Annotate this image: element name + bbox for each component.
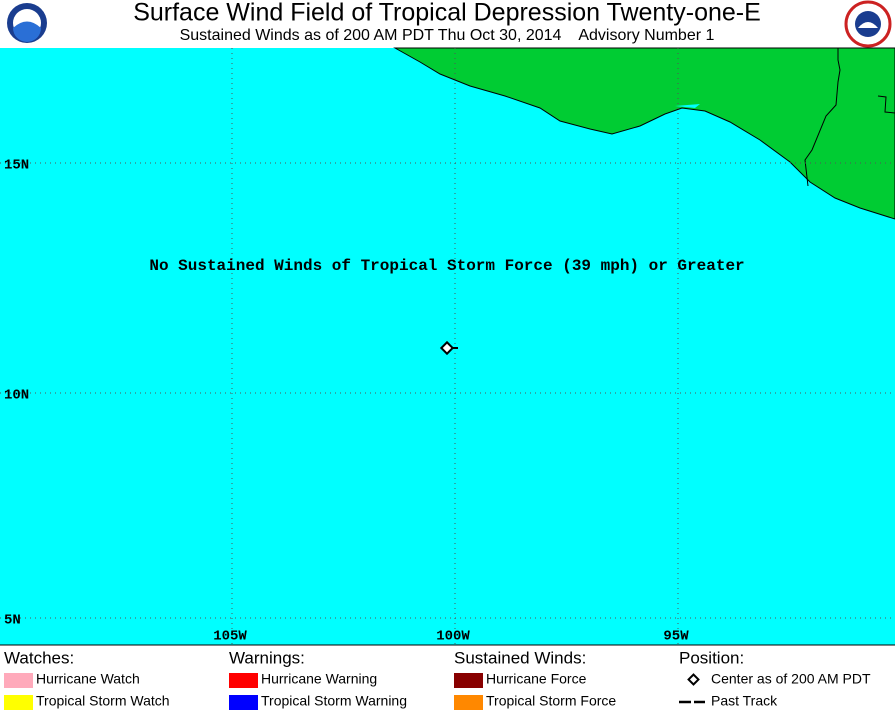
lagoon	[675, 104, 700, 108]
legend-swatch	[454, 695, 483, 710]
legend-label: Hurricane Warning	[261, 671, 377, 687]
legend-swatch	[229, 695, 258, 710]
legend-center-symbol	[687, 673, 700, 686]
lat-label: 15N	[4, 158, 29, 174]
border	[877, 95, 895, 114]
lat-label: 5N	[4, 613, 21, 629]
graticule	[0, 48, 895, 645]
legend-swatch	[4, 673, 33, 688]
storm-center	[439, 340, 455, 356]
noaa-logo	[7, 3, 47, 43]
title: Surface Wind Field of Tropical Depressio…	[133, 0, 761, 27]
subtitle: Sustained Winds as of 200 AM PDT Thu Oct…	[180, 27, 715, 44]
legend-label: Tropical Storm Force	[486, 693, 616, 709]
legend-swatch	[454, 673, 483, 688]
lon-label: 95W	[663, 629, 689, 645]
legend-swatch	[4, 695, 33, 710]
legend-label: Tropical Storm Watch	[36, 693, 170, 709]
legend-heading: Warnings:	[229, 648, 305, 667]
land	[393, 47, 895, 220]
legend-label: Tropical Storm Warning	[261, 693, 407, 709]
border	[804, 48, 841, 187]
legend-swatch	[229, 673, 258, 688]
legend-label: Hurricane Watch	[36, 671, 140, 687]
legend-heading: Watches:	[4, 648, 74, 667]
lon-label: 105W	[213, 629, 247, 645]
lat-label: 10N	[4, 388, 29, 404]
lon-label: 100W	[436, 629, 470, 645]
legend-label: Hurricane Force	[486, 671, 587, 687]
legend-heading: Position:	[679, 648, 744, 667]
legend-label: Past Track	[711, 693, 778, 709]
nws-logo	[844, 0, 892, 48]
legend-label: Center as of 200 AM PDT	[711, 671, 871, 687]
status-message: No Sustained Winds of Tropical Storm For…	[149, 257, 744, 275]
legend-heading: Sustained Winds:	[454, 648, 586, 667]
